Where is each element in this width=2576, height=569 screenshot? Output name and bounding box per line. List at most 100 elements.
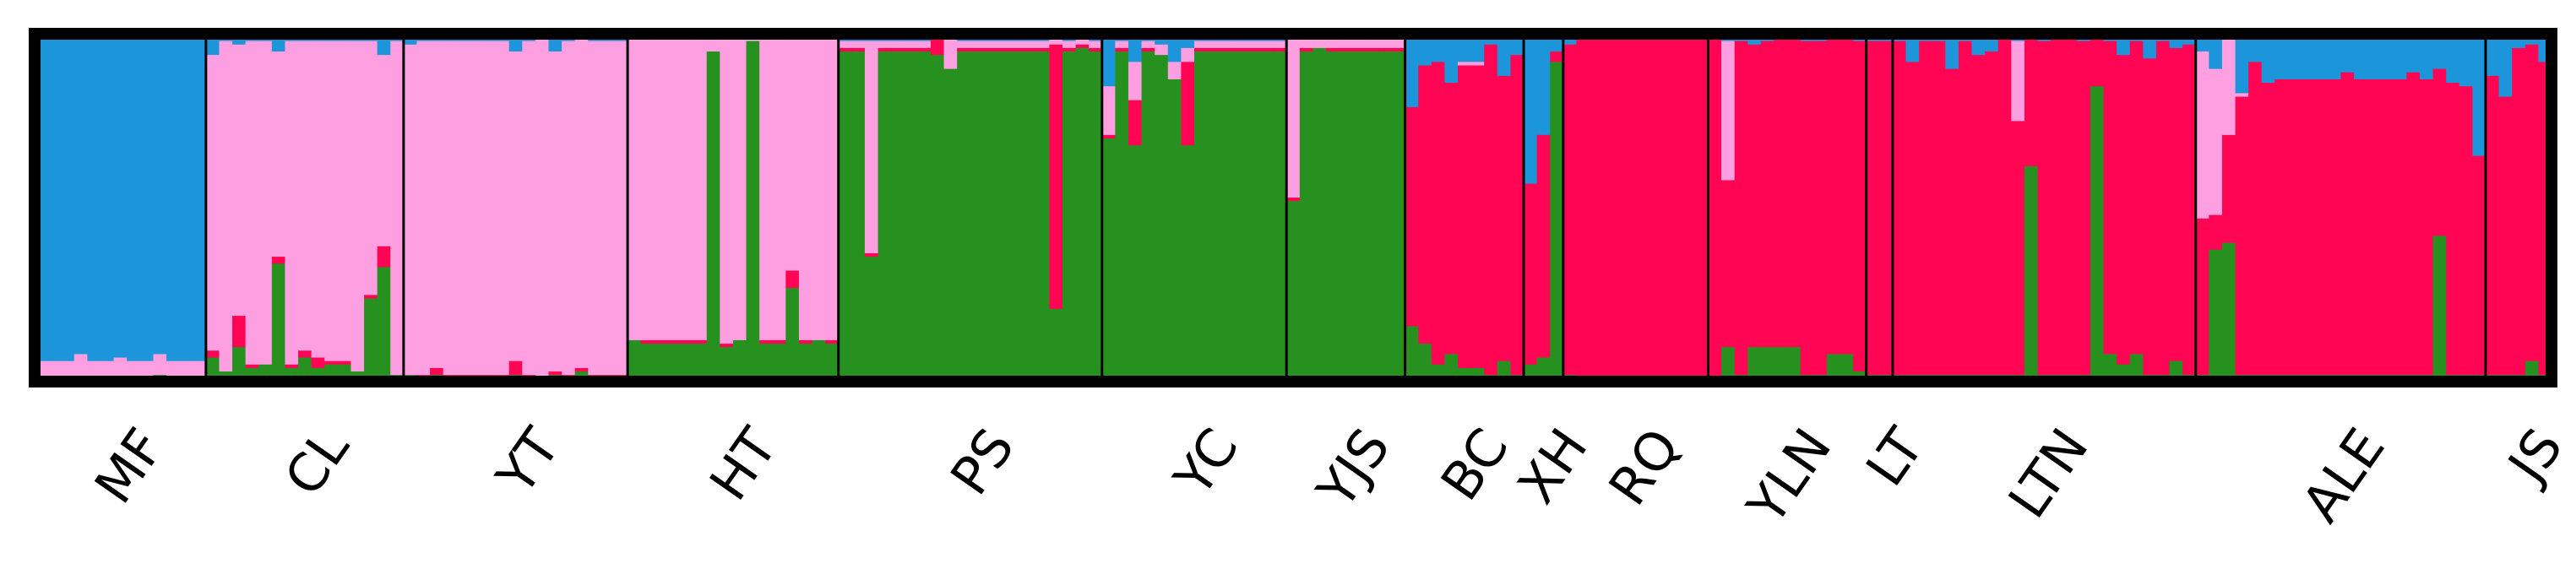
bar-ht-9-k3	[732, 34, 747, 340]
bar-yln-5-k1	[1760, 346, 1775, 382]
bar-ale-4-k3	[2235, 93, 2249, 97]
bar-rq-4-k2	[1602, 37, 1617, 379]
bar-cl-6-k3	[271, 51, 286, 257]
bar-rq-9-k2	[1668, 37, 1682, 379]
bar-ale-6-k2	[2261, 82, 2275, 376]
bar-yjs-6-k1	[1352, 51, 1367, 382]
bar-bc-9-k2	[1510, 54, 1524, 376]
bar-ale-18-k2	[2419, 79, 2434, 376]
bar-yc-13-k2	[1259, 47, 1274, 51]
bar-mf-13-k3	[193, 360, 207, 379]
bar-yt-3-k2	[430, 367, 444, 376]
bar-ht-6-k1	[693, 343, 708, 382]
bar-rq-3-k2	[1590, 37, 1604, 379]
bar-ltn-11-k2	[2024, 37, 2039, 166]
bar-bc-8-k4	[1497, 34, 1512, 76]
bar-cl-1-k2	[205, 350, 220, 358]
bar-cl-1-k3	[205, 54, 220, 351]
bar-ps-18-k2	[1062, 47, 1077, 51]
bar-ltn-14-k2	[2063, 37, 2078, 376]
bar-cl-3-k1	[232, 346, 247, 382]
bar-mf-12-k4	[179, 34, 193, 361]
bar-js-2-k4	[2498, 34, 2513, 97]
bar-ht-15-k3	[812, 34, 826, 340]
bar-ps-3-k1	[864, 256, 879, 382]
bar-yjs-8-k1	[1378, 51, 1393, 382]
bar-ht-12-k3	[772, 37, 786, 340]
bar-mf-4-k4	[73, 34, 89, 355]
bar-mf-8-k4	[127, 34, 141, 361]
bar-yln-8-k2	[1800, 41, 1814, 376]
bar-ltn-15-k2	[2077, 41, 2091, 376]
bar-yjs-8-k2	[1378, 47, 1393, 51]
bar-mf-4-k3	[73, 354, 89, 379]
bar-yln-4-k2	[1747, 44, 1762, 348]
bar-yc-4-k1	[1141, 51, 1155, 382]
bar-rq-11-k2	[1694, 37, 1709, 379]
bar-yjs-4-k2	[1326, 47, 1340, 51]
bar-ht-13-k3	[785, 34, 800, 271]
bar-ale-4-k4	[2235, 34, 2249, 94]
bar-yjs-7-k2	[1365, 47, 1380, 51]
bar-ale-17-k4	[2406, 34, 2421, 73]
bar-js-2-k2	[2498, 96, 2513, 376]
bar-yln-6-k2	[1774, 37, 1788, 348]
bar-ale-9-k4	[2301, 34, 2315, 79]
bar-yc-10-k3	[1220, 41, 1235, 48]
bar-yjs-7-k1	[1365, 51, 1380, 382]
bar-ps-15-k2	[1023, 47, 1037, 51]
bar-ht-1-k1	[628, 339, 642, 382]
bar-ale-1-k2	[2195, 218, 2209, 376]
bar-cl-10-k3	[324, 41, 339, 361]
bar-ht-8-k3	[720, 37, 734, 344]
bar-ltn-7-k2	[1971, 54, 1986, 376]
bar-ltn-13-k2	[2051, 37, 2065, 376]
bar-yjs-8-k3	[1378, 37, 1393, 48]
bar-yc-3-k2	[1128, 100, 1143, 146]
bar-yc-6-k3	[1167, 61, 1182, 79]
bar-yc-12-k2	[1247, 47, 1261, 51]
bar-ht-12-k2	[772, 339, 786, 344]
bar-ale-4-k2	[2235, 96, 2249, 376]
bar-bc-2-k4	[1418, 34, 1432, 66]
bar-ale-14-k4	[2367, 34, 2381, 79]
bar-yln-2-k2	[1721, 180, 1736, 348]
bar-ht-14-k1	[798, 343, 813, 382]
bar-ale-22-k2	[2472, 155, 2486, 376]
bar-ltn-23-k2	[2182, 44, 2197, 376]
bar-mf-8-k3	[127, 360, 141, 379]
bar-ht-8-k2	[720, 343, 734, 348]
bar-xh-1-k2	[1524, 183, 1538, 365]
bar-yc-4-k3	[1141, 41, 1155, 48]
bar-cl-8-k2	[298, 350, 312, 358]
bar-cl-5-k3	[258, 41, 273, 365]
bar-ale-3-k2	[2221, 134, 2236, 243]
bar-ht-4-k3	[666, 37, 682, 340]
bar-ps-12-k2	[983, 47, 997, 51]
bar-ale-19-k4	[2432, 34, 2447, 69]
bar-ht-2-k3	[640, 37, 655, 340]
bar-yjs-5-k2	[1339, 47, 1353, 51]
bar-yjs-1-k1	[1286, 200, 1301, 382]
bar-ht-11-k3	[759, 37, 774, 340]
bar-ps-14-k2	[1009, 47, 1024, 51]
bar-yc-3-k1	[1128, 144, 1143, 382]
bar-yt-4-k3	[443, 41, 457, 376]
bar-cl-11-k3	[337, 41, 352, 361]
bar-yt-13-k3	[562, 41, 576, 376]
bar-bc-3-k2	[1431, 61, 1446, 365]
bar-bc-4-k1	[1444, 354, 1459, 382]
bar-yjs-6-k2	[1352, 47, 1367, 51]
bar-ps-15-k3	[1023, 41, 1037, 48]
bar-bc-7-k2	[1484, 44, 1498, 376]
bar-yjs-2-k1	[1299, 51, 1313, 382]
bar-rq-7-k2	[1642, 37, 1656, 379]
bar-ps-17-k2	[1049, 44, 1063, 309]
bar-ps-1-k3	[838, 41, 852, 48]
bar-rq-6-k2	[1628, 37, 1644, 379]
bar-mf-2-k4	[47, 34, 62, 361]
bar-ps-9-k1	[943, 68, 958, 382]
bar-ps-20-k3	[1089, 41, 1103, 48]
bar-yjs-7-k3	[1365, 37, 1380, 48]
bar-yjs-3-k1	[1312, 47, 1327, 382]
